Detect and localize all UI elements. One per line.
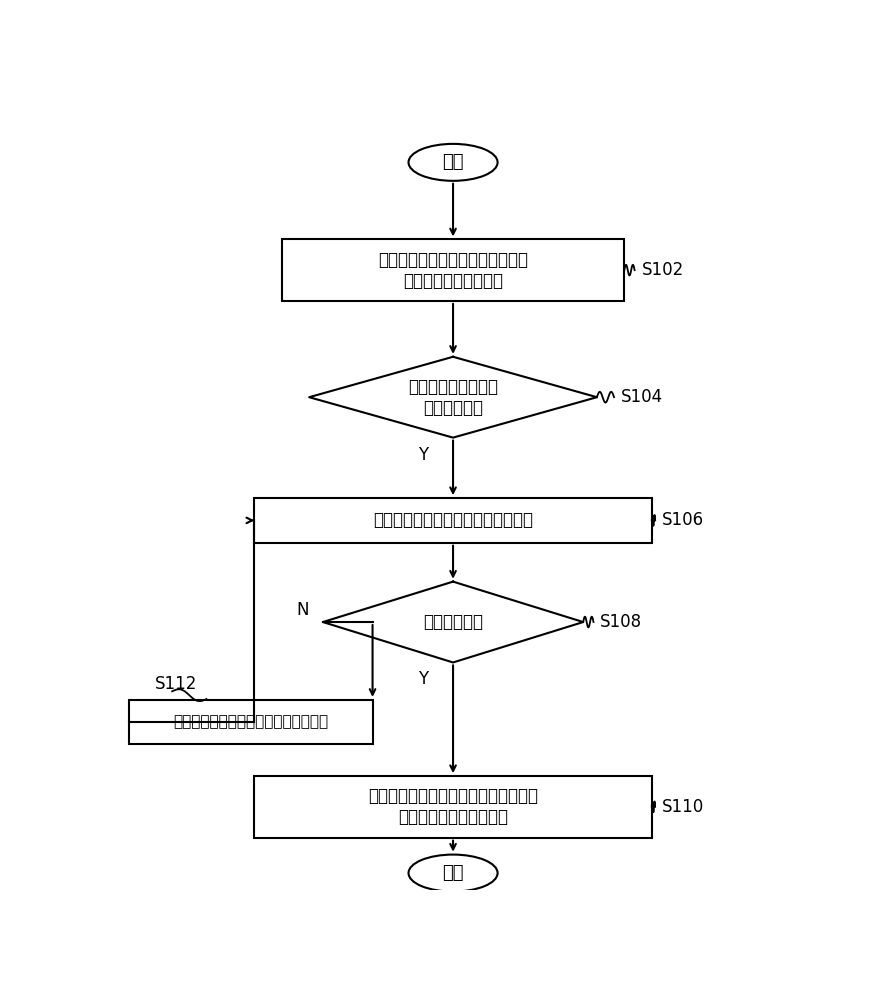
Text: 二维码或条码的类型
是否为存件码: 二维码或条码的类型 是否为存件码 [408,378,498,417]
Text: Y: Y [418,446,429,464]
Text: S110: S110 [662,798,705,816]
Text: S102: S102 [642,261,683,279]
Text: S104: S104 [621,388,663,406]
Text: S112: S112 [155,675,197,693]
Text: 结束: 结束 [442,864,464,882]
Text: 柜门是否打开: 柜门是否打开 [423,613,483,631]
Text: Y: Y [418,670,429,688]
Text: 检测扫码器扫描的二维码或条码的
类型及其所对应的柜号: 检测扫码器扫描的二维码或条码的 类型及其所对应的柜号 [378,251,528,290]
Text: 向服务器上传存件信息，以供服务器将
存件信息推送至用户终端: 向服务器上传存件信息，以供服务器将 存件信息推送至用户终端 [368,787,538,826]
Text: 开始: 开始 [442,153,464,171]
Text: N: N [296,601,309,619]
Text: 向服务器上传故障信息，重新分配柜门: 向服务器上传故障信息，重新分配柜门 [173,715,329,730]
Text: S106: S106 [662,511,705,529]
Text: S108: S108 [600,613,643,631]
Text: 发出开门信号以打开柜号对应的柜门: 发出开门信号以打开柜号对应的柜门 [373,511,533,529]
